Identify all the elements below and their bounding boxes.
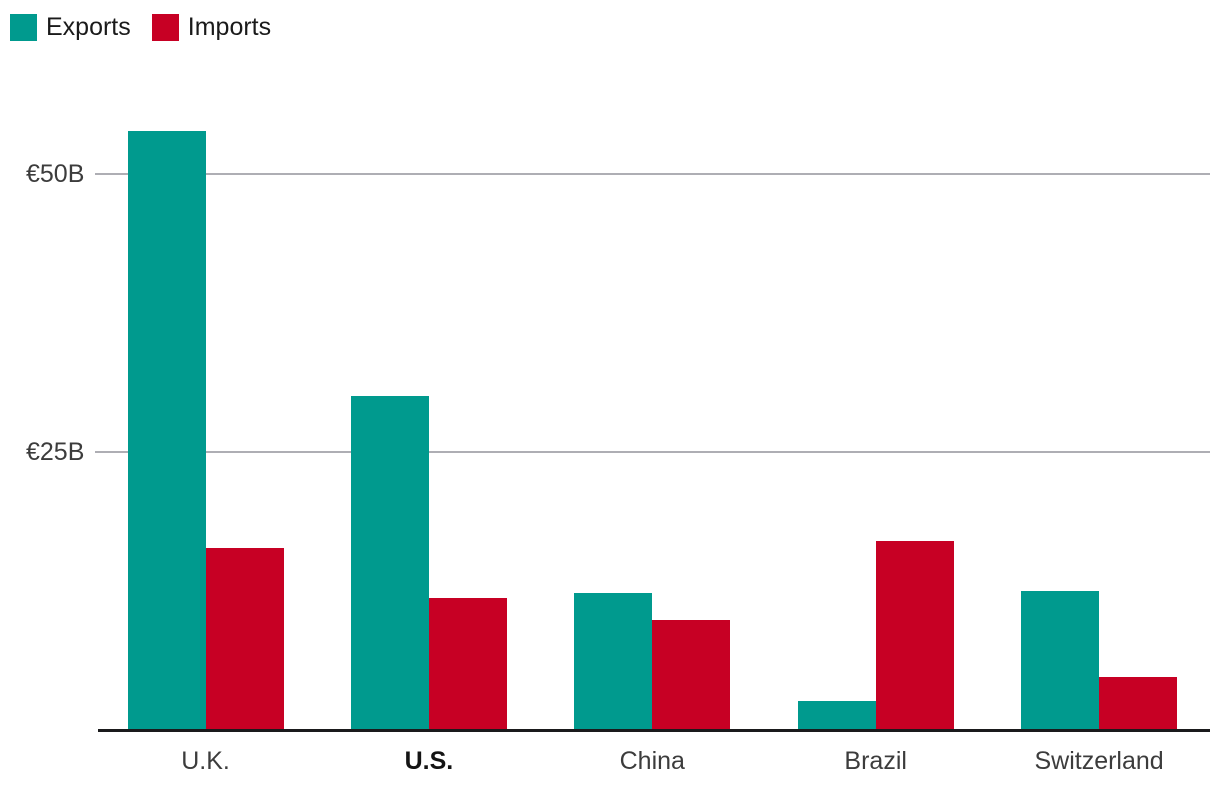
x-category-label-switzerland: Switzerland (1034, 747, 1164, 775)
bar-exports-u-k (127, 130, 206, 730)
bar-exports-brazil (797, 701, 876, 730)
bar-exports-u-s (350, 396, 429, 730)
legend-item-exports: Exports (10, 14, 131, 41)
y-tick-label-50: €50B (26, 160, 85, 188)
bar-imports-switzerland (1099, 676, 1178, 730)
legend-item-imports: Imports (151, 13, 272, 41)
gridline-25 (95, 451, 1210, 453)
gridline-50 (95, 173, 1210, 175)
x-category-label-china: China (619, 747, 685, 775)
bar-exports-china (574, 593, 653, 730)
bar-imports-u-s (428, 597, 507, 730)
x-category-label-brazil: Brazil (844, 747, 907, 775)
x-category-label-u-s: U.S. (404, 747, 454, 775)
bar-exports-switzerland (1021, 591, 1100, 730)
legend-label-imports: Imports (187, 13, 272, 41)
bar-imports-u-k (205, 547, 284, 730)
chart-legend: Exports Imports (10, 14, 271, 41)
x-category-label-u-k: U.K. (181, 747, 230, 775)
legend-label-exports: Exports (46, 13, 131, 41)
y-tick-label-25: €25B (26, 438, 85, 466)
bar-imports-brazil (875, 540, 954, 730)
legend-swatch-exports-icon (10, 14, 37, 41)
legend-swatch-imports-icon (151, 14, 179, 41)
x-axis-line (98, 729, 1210, 732)
bar-imports-china (652, 619, 731, 730)
